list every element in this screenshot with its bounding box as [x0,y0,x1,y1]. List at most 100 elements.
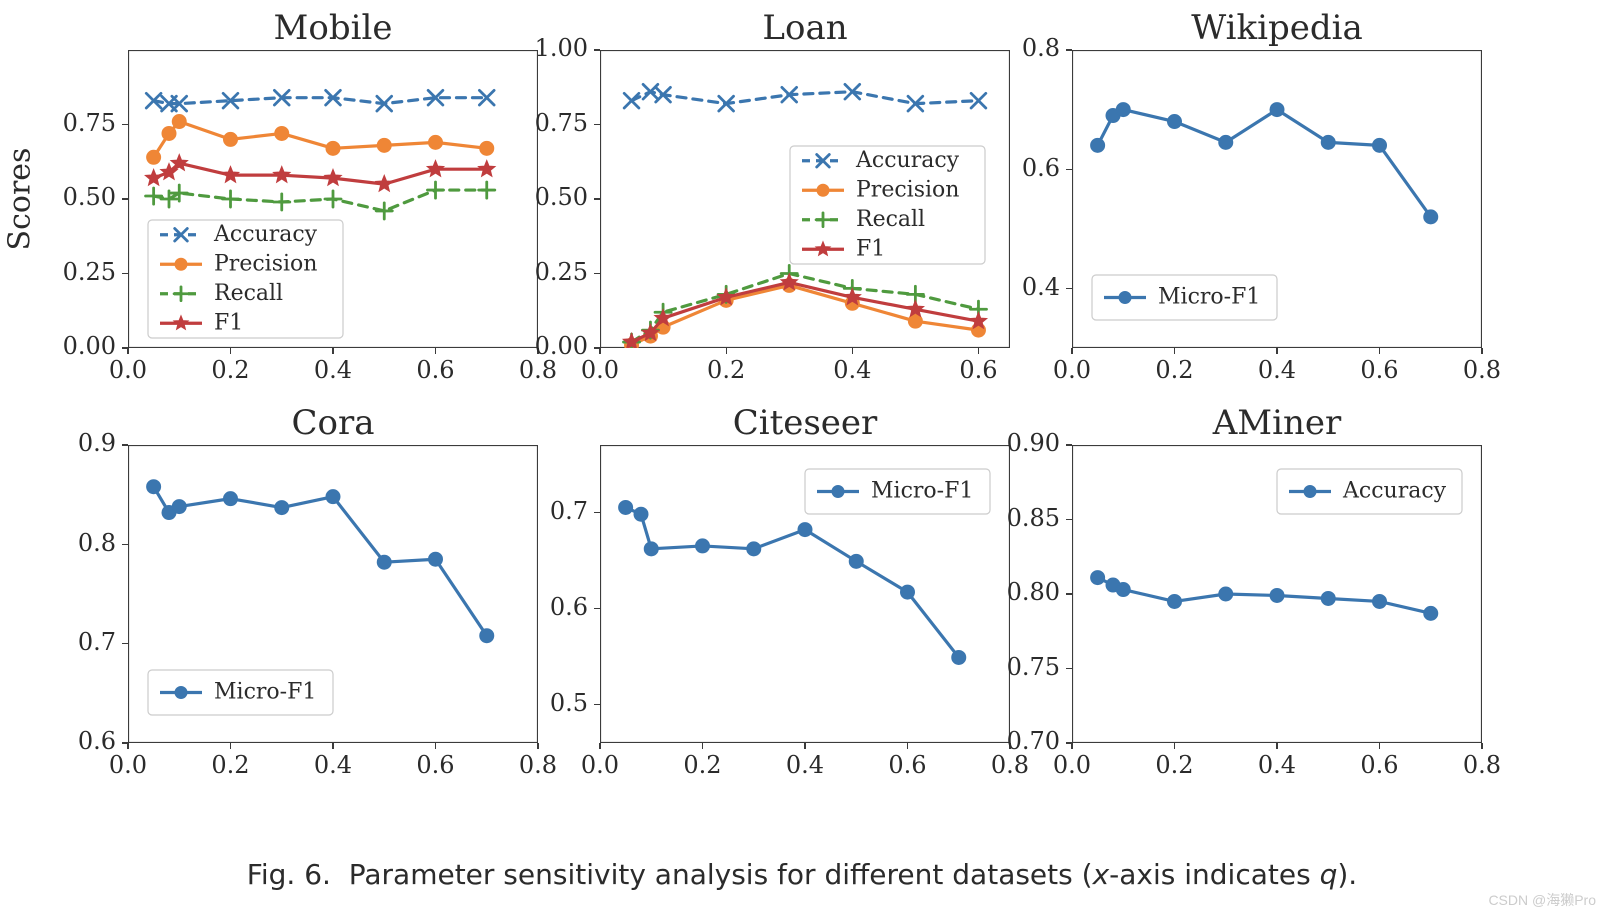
series-marker-micro-f1 [326,490,340,504]
series-marker-f1 [273,166,290,182]
legend-label: Precision [214,251,317,276]
xtick [1071,743,1072,749]
series-marker-accuracy [1219,587,1233,601]
xtick [852,348,853,354]
xtick [1379,348,1380,354]
xtick [1379,743,1380,749]
ytick-label: 0.00 [52,332,116,360]
ytick-label: 0.75 [524,109,588,137]
series-line-micro-f1 [1098,110,1431,217]
ytick [1066,169,1072,170]
legend-label: Micro-F1 [1158,285,1260,310]
ytick [594,704,600,705]
ytick [594,347,600,348]
xtick-label: 0.0 [570,751,630,779]
xtick-label: 0.4 [822,356,882,384]
xtick-label: 0.2 [1145,751,1205,779]
xtick-label: 0.2 [696,356,756,384]
ytick [122,347,128,348]
panel-title: AMiner [1072,403,1482,443]
ytick-label: 0.4 [996,273,1060,301]
series-marker-recall [274,194,290,210]
legend-label: Accuracy [1342,479,1447,504]
ytick [1066,444,1072,445]
legend: AccuracyPrecisionRecallF1 [148,220,343,338]
xtick [435,743,436,749]
watermark: CSDN @海獭Pro [1488,890,1596,910]
xtick [804,743,805,749]
xtick-label: 0.6 [1350,356,1410,384]
series-marker-micro-f1 [747,542,761,556]
xtick [435,348,436,354]
ytick-label: 0.90 [996,429,1060,457]
series-line-micro-f1 [626,507,959,657]
xtick [1276,743,1277,749]
ytick-label: 0.75 [996,653,1060,681]
legend: Micro-F1 [148,670,333,715]
xtick [537,743,538,749]
series-marker-accuracy [624,93,639,108]
xtick [1071,348,1072,354]
series-marker-micro-f1 [952,650,966,664]
xtick-label: 0.4 [303,356,363,384]
ytick-label: 1.00 [524,34,588,62]
panel-title: Loan [600,8,1010,48]
ytick-label: 0.9 [52,429,116,457]
ytick-label: 0.50 [524,183,588,211]
series-marker-precision [147,150,161,164]
ytick [1066,742,1072,743]
xtick [332,743,333,749]
series-marker-accuracy [1116,583,1130,597]
legend-label: F1 [856,236,885,261]
xtick [1276,348,1277,354]
xtick [1174,348,1175,354]
series-marker-accuracy [1424,606,1438,620]
legend-label: F1 [214,310,243,335]
series-marker-recall [427,182,443,198]
xtick [907,743,908,749]
legend: Accuracy [1277,469,1462,514]
xtick [1481,743,1482,749]
series-marker-micro-f1 [224,492,238,506]
series-marker-precision [162,126,176,140]
series-marker-micro-f1 [480,629,494,643]
xtick [1174,743,1175,749]
series-marker-micro-f1 [1091,138,1105,152]
series-marker-micro-f1 [275,501,289,515]
panel-aminer: Accuracy [1072,445,1482,743]
ytick-label: 0.80 [996,578,1060,606]
ytick [594,512,600,513]
series-marker-accuracy [1321,591,1335,605]
ytick-label: 0.6 [996,154,1060,182]
legend: Micro-F1 [805,469,990,514]
xtick-label: 0.0 [1042,356,1102,384]
series-marker-accuracy [1091,571,1105,585]
panel-cora: Micro-F1 [128,445,538,743]
legend-label: Micro-F1 [871,479,973,504]
xtick-label: 0.4 [1247,751,1307,779]
series-marker-micro-f1 [798,523,812,537]
series-marker-precision [275,126,289,140]
series-marker-micro-f1 [1424,210,1438,224]
series-marker-recall [376,203,392,219]
series-marker-micro-f1 [429,552,443,566]
xtick [978,348,979,354]
series-marker-accuracy [1270,588,1284,602]
ytick-label: 0.85 [996,504,1060,532]
legend: Micro-F1 [1092,275,1277,320]
ytick [594,608,600,609]
xtick-label: 0.6 [406,356,466,384]
series-marker-micro-f1 [1116,103,1130,117]
ytick [1066,288,1072,289]
series-marker-accuracy [971,93,986,108]
series-marker-precision [326,141,340,155]
ytick-label: 0.70 [996,727,1060,755]
panel-loan: AccuracyPrecisionRecallF1 [600,50,1010,348]
panel-citeseer: Micro-F1 [600,445,1010,743]
xtick-label: 0.6 [406,751,466,779]
xtick-label: 0.6 [948,356,1008,384]
ytick-label: 0.5 [524,689,588,717]
series-marker-accuracy [1373,594,1387,608]
series-marker-micro-f1 [696,539,710,553]
xtick-label: 0.4 [1247,356,1307,384]
